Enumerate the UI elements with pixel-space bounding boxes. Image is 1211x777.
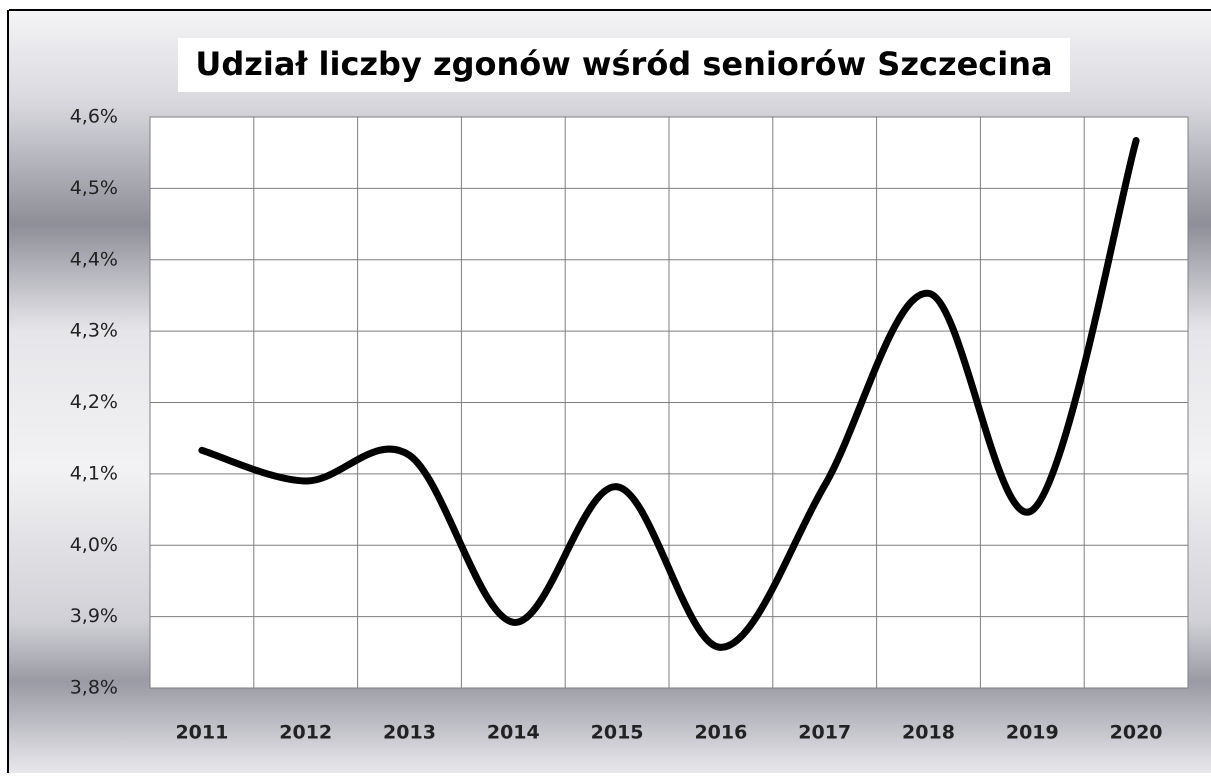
y-tick-label: 4,1% [70,462,118,484]
y-tick-label: 4,0% [70,534,118,556]
x-tick-label: 2018 [902,722,955,744]
y-tick-label: 3,9% [70,605,118,627]
y-tick-label: 3,8% [70,677,118,699]
y-tick-label: 4,5% [70,177,118,199]
plot-border [149,116,1189,689]
x-tick-label: 2013 [383,722,436,744]
x-tick-label: 2012 [279,722,332,744]
x-tick-label: 2016 [694,722,747,744]
x-tick-label: 2015 [591,722,644,744]
x-tick-label: 2014 [487,722,540,744]
x-tick-label: 2019 [1006,722,1059,744]
x-tick-label: 2020 [1110,722,1163,744]
y-tick-label: 4,2% [70,391,118,413]
x-tick-label: 2011 [175,722,228,744]
x-tick-label: 2017 [798,722,851,744]
chart-title: Udział liczby zgonów wśród seniorów Szcz… [195,45,1052,83]
y-tick-label: 4,4% [70,248,118,270]
data-line [198,137,1140,651]
y-tick-label: 4,6% [70,106,118,128]
y-tick-label: 4,3% [70,320,118,342]
title-box [178,38,1070,92]
